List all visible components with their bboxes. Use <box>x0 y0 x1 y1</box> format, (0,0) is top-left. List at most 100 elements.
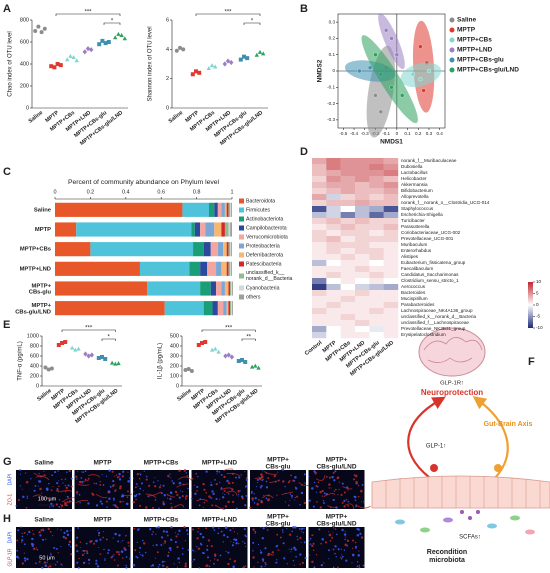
nucleus <box>68 540 72 544</box>
nucleus <box>321 495 324 497</box>
row-label: Erysipelatoclostridium <box>401 332 446 337</box>
nucleus <box>209 560 211 562</box>
heatmap-cell <box>312 320 327 327</box>
bar-segment <box>208 202 215 217</box>
row-label: unclassified_f__Lachnospiraceae <box>401 320 469 325</box>
heatmap-cell <box>312 236 327 243</box>
significance-bracket <box>61 329 116 332</box>
nucleus <box>288 548 290 550</box>
row-label: Parasutterella <box>401 224 430 229</box>
legend-swatch <box>239 216 244 222</box>
nucleus <box>19 469 22 472</box>
nucleus <box>301 561 304 565</box>
panel-label: F <box>528 356 535 368</box>
nucleus <box>158 507 160 510</box>
data-point <box>113 35 118 40</box>
nucleus <box>186 475 189 477</box>
nucleus <box>84 561 86 563</box>
nucleus <box>341 482 344 485</box>
nucleus <box>190 497 193 500</box>
nucleus <box>38 531 41 534</box>
legend-swatch <box>449 17 455 23</box>
nucleus <box>238 495 240 497</box>
nucleus <box>155 533 157 535</box>
nucleus <box>28 530 31 534</box>
villus <box>78 484 90 486</box>
nucleus <box>118 534 121 537</box>
bar-segment <box>221 261 227 276</box>
heatmap-cell <box>326 212 341 219</box>
nucleus <box>58 505 61 508</box>
heatmap-cell <box>383 290 399 297</box>
nucleus <box>129 476 132 480</box>
nucleus <box>202 552 205 555</box>
nucleus <box>249 506 252 509</box>
nucleus <box>337 548 340 551</box>
nucleus <box>360 489 363 493</box>
heatmap-cell <box>383 212 399 219</box>
nucleus <box>253 502 256 504</box>
heatmap-cell <box>340 224 356 231</box>
heatmap-cell <box>355 248 370 255</box>
nucleus <box>116 506 119 509</box>
nucleus <box>23 531 26 534</box>
villus <box>78 479 89 483</box>
bar-segment <box>214 222 222 237</box>
nucleus <box>361 483 364 486</box>
nucleus <box>233 538 236 541</box>
heatmap-cell <box>383 332 399 339</box>
heatmap-cell <box>355 332 370 339</box>
nucleus <box>213 562 215 565</box>
image-title: MPTP <box>93 460 112 467</box>
x-tick-label: -0.4 <box>350 131 358 136</box>
bar-segment <box>193 242 204 257</box>
row-label: Lactobacillus <box>401 170 428 175</box>
nucleus <box>144 551 147 554</box>
nucleus <box>308 499 311 502</box>
nucleus <box>337 476 340 479</box>
x-tick-label: Saline <box>36 388 52 403</box>
heatmap-cell <box>340 242 356 249</box>
nucleus <box>272 554 274 556</box>
nucleus <box>353 474 356 477</box>
nucleus <box>256 478 259 481</box>
villus <box>254 477 264 479</box>
nucleus <box>211 504 214 507</box>
nucleus <box>57 528 59 530</box>
bar-segment <box>228 301 231 316</box>
bar-segment <box>194 222 201 237</box>
bar-segment <box>191 222 195 237</box>
data-point <box>225 58 231 64</box>
villus <box>176 483 189 488</box>
data-point <box>122 36 127 41</box>
nucleus <box>133 527 136 530</box>
heatmap-cell <box>340 182 356 189</box>
nucleus <box>70 553 73 556</box>
nucleus <box>265 480 268 483</box>
nucleus <box>134 486 137 489</box>
nucleus <box>118 551 120 553</box>
x-tick-label: 0.1 <box>404 131 411 136</box>
nucleus <box>46 497 49 500</box>
row-label: Aerococcus <box>401 284 426 289</box>
nucleus <box>215 483 218 486</box>
image-title: MPTP+CBs <box>144 517 179 524</box>
heatmap-cell <box>340 284 356 291</box>
nucleus <box>355 480 358 484</box>
nucleus <box>275 561 278 564</box>
nucleus <box>116 550 119 554</box>
nucleus <box>197 527 200 530</box>
nucleus <box>138 528 140 530</box>
nucleus <box>286 528 288 530</box>
bar-segment <box>230 222 232 237</box>
nucleus <box>38 560 41 563</box>
nucleus <box>289 499 291 502</box>
nucleus <box>355 504 357 506</box>
nucleus <box>87 477 90 480</box>
nucleus <box>261 470 263 472</box>
nucleus <box>160 492 163 495</box>
nucleus <box>37 485 39 487</box>
nucleus <box>161 560 164 563</box>
bar-segment <box>221 222 225 237</box>
heatmap-cell <box>383 272 399 279</box>
